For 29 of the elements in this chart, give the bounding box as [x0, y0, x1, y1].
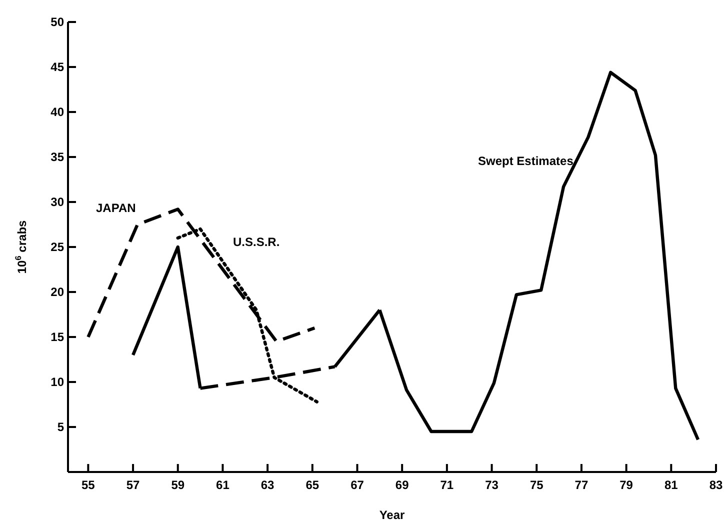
x-tick-label: 61 — [216, 478, 230, 492]
y-tick-label: 15 — [50, 330, 64, 344]
y-tick-label: 25 — [50, 240, 64, 254]
series-label: U.S.S.R. — [233, 235, 280, 249]
y-tick-label: 35 — [50, 150, 64, 164]
x-tick-label: 65 — [306, 478, 320, 492]
x-tick-label: 69 — [395, 478, 410, 492]
y-tick-label: 40 — [50, 105, 64, 120]
y-tick-label: 30 — [50, 195, 64, 210]
y-tick-label: 10 — [50, 375, 64, 390]
y-tick-label: 5 — [57, 420, 64, 434]
y-tick-label: 45 — [50, 60, 64, 74]
series-label: JAPAN — [96, 201, 136, 215]
x-tick-label: 73 — [485, 478, 499, 492]
x-tick-label: 55 — [82, 478, 96, 492]
y-tick-label: 50 — [50, 15, 64, 30]
x-tick-label: 71 — [440, 478, 454, 492]
x-tick-label: 77 — [574, 478, 588, 492]
x-tick-label: 83 — [709, 478, 723, 492]
series-label: Swept Estimates — [478, 154, 574, 168]
x-tick-label: 75 — [530, 478, 544, 492]
x-tick-label: 81 — [664, 478, 678, 492]
x-tick-label: 63 — [260, 478, 275, 492]
y-tick-label: 20 — [50, 285, 64, 300]
x-tick-label: 67 — [350, 478, 364, 492]
x-tick-label: 59 — [171, 478, 185, 492]
x-tick-label: 79 — [620, 478, 634, 492]
x-tick-label: 57 — [126, 478, 140, 492]
x-axis-title: Year — [379, 508, 406, 522]
